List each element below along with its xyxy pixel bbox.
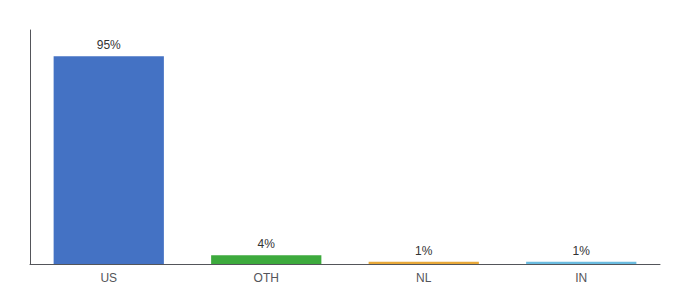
svg-text:1%: 1% [573, 244, 591, 258]
svg-text:4%: 4% [258, 237, 276, 251]
svg-text:1%: 1% [415, 244, 433, 258]
svg-text:NL: NL [416, 271, 432, 285]
svg-text:OTH: OTH [254, 271, 279, 285]
svg-text:95%: 95% [97, 38, 121, 52]
svg-text:IN: IN [575, 271, 587, 285]
svg-text:US: US [100, 271, 117, 285]
